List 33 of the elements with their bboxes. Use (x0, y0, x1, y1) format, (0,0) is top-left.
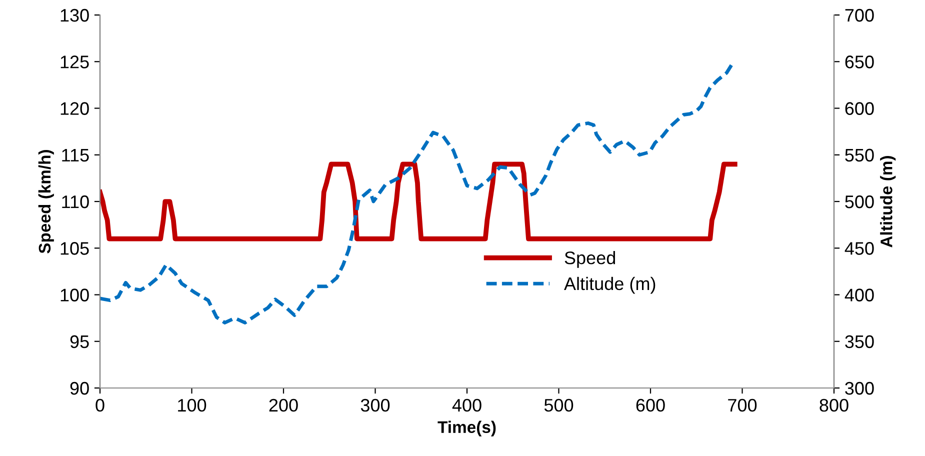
y-tick-label: 130 (60, 8, 89, 22)
y-tick-label: 120 (60, 102, 89, 115)
x-tick-label: 200 (269, 398, 298, 412)
y-tick-label: 95 (70, 335, 89, 348)
y-axis-title: Speed (km/h) (38, 150, 54, 254)
y-tick-label: 100 (60, 288, 89, 302)
x-tick-label: 600 (636, 398, 665, 412)
y2-tick-label: 550 (845, 148, 874, 162)
x-tick-label: 0 (96, 398, 104, 412)
y-tick-label: 110 (62, 195, 89, 208)
x-tick-label: 800 (820, 398, 848, 412)
y2-tick-label: 400 (844, 288, 874, 302)
y2-tick-label: 600 (845, 102, 874, 115)
y2-tick-label: 650 (845, 56, 874, 68)
y-tick-label: 115 (62, 148, 89, 162)
y-tick-label: 125 (60, 56, 89, 68)
y2-axis-title: Altitude (m) (880, 156, 896, 248)
x-tick-label: 500 (544, 398, 574, 412)
x-axis-title: Time(s) (438, 420, 496, 436)
y2-tick-label: 450 (844, 242, 874, 255)
x-tick-label: 300 (360, 398, 390, 412)
y2-tick-label: 350 (845, 335, 874, 348)
x-tick-label: 700 (728, 398, 757, 412)
y-tick-label: 105 (60, 242, 89, 255)
y2-tick-label: 700 (845, 8, 874, 22)
y2-tick-label: 300 (845, 382, 874, 395)
line-series (100, 162, 738, 242)
x-tick-label: 400 (452, 398, 482, 412)
x-tick-label: 100 (178, 398, 206, 412)
y2-tick-label: 500 (845, 195, 874, 208)
legend-label: Altitude (m) (564, 276, 656, 294)
y-tick-label: 90 (70, 382, 89, 395)
legend-label: Speed (564, 251, 616, 268)
